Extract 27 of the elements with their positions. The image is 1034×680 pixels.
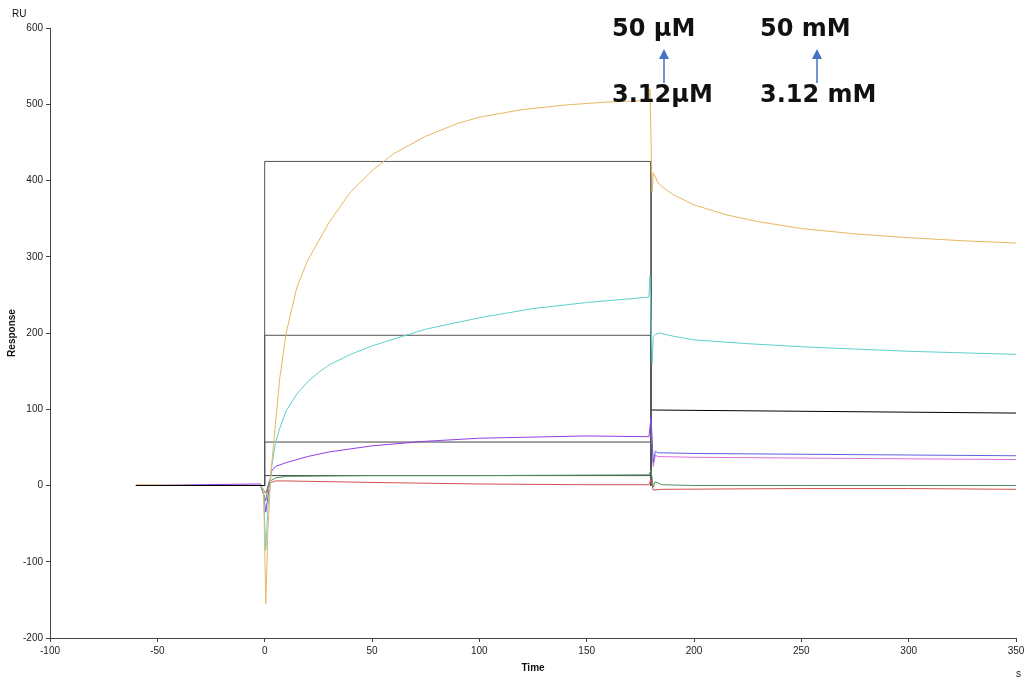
- y-tick-label: 600: [26, 21, 44, 33]
- x-tick-label: 350: [1007, 644, 1025, 656]
- x-tick-label: 50: [366, 644, 379, 656]
- annotation: 50 mM: [760, 14, 851, 42]
- x-tick-label: -100: [40, 644, 61, 656]
- x-tick-label: 150: [578, 644, 596, 656]
- y-tick-label: 200: [26, 326, 44, 338]
- y-tick-label: 100: [26, 403, 44, 414]
- text: s: [1016, 668, 1021, 679]
- y-tick-label: -200: [23, 631, 44, 643]
- annotation: 3.12µM: [612, 80, 713, 108]
- annotation: 3.12 mM: [760, 80, 877, 108]
- x-tick-label: 300: [900, 644, 918, 656]
- y-tick-label: 500: [26, 98, 44, 109]
- y-tick-label: 400: [26, 174, 44, 186]
- y-axis-title: Response: [5, 308, 17, 357]
- y-tick-label: -100: [23, 555, 44, 567]
- x-axis-title: Time: [521, 661, 546, 673]
- x-tick-label: 100: [471, 644, 489, 656]
- text: RU: [12, 8, 27, 19]
- x-tick-label: 200: [685, 644, 703, 656]
- x-tick-label: -50: [150, 644, 166, 656]
- x-tick-label: 0: [261, 644, 268, 656]
- annotation: 50 µM: [612, 14, 696, 42]
- y-tick-label: 0: [37, 479, 44, 491]
- y-tick-label: 300: [26, 250, 44, 262]
- x-tick-label: 250: [792, 644, 811, 656]
